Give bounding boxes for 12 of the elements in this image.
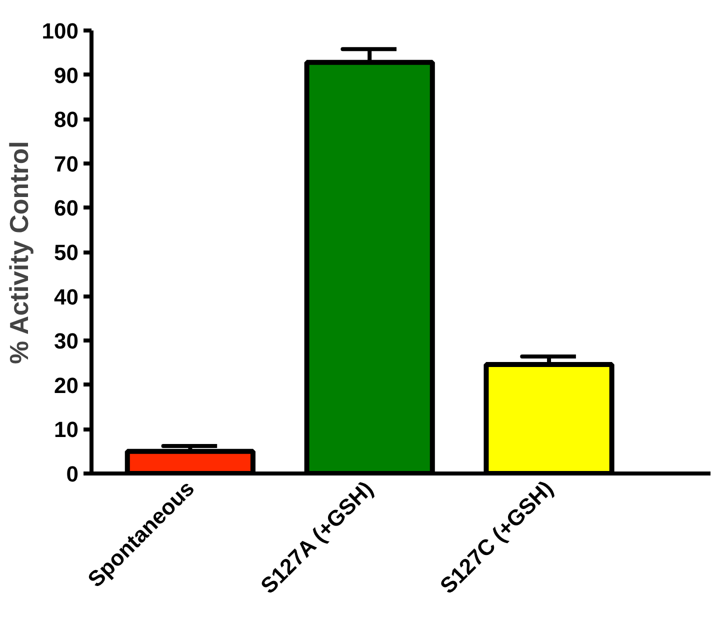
- y-tick-label: 80: [54, 107, 79, 132]
- y-tick-label: 0: [66, 462, 79, 486]
- y-tick-label: 50: [54, 240, 79, 265]
- y-tick-label: 70: [54, 151, 79, 176]
- y-tick-label: 20: [54, 372, 79, 398]
- y-tick-label: 90: [54, 62, 79, 88]
- y-tick-label: 60: [54, 196, 79, 221]
- y-tick-label: 40: [54, 284, 79, 310]
- y-axis-title: % Activity Control: [4, 141, 34, 364]
- y-tick-label: 100: [42, 18, 79, 44]
- y-tick-label: 30: [54, 328, 79, 354]
- y-tick-label: 10: [54, 417, 79, 442]
